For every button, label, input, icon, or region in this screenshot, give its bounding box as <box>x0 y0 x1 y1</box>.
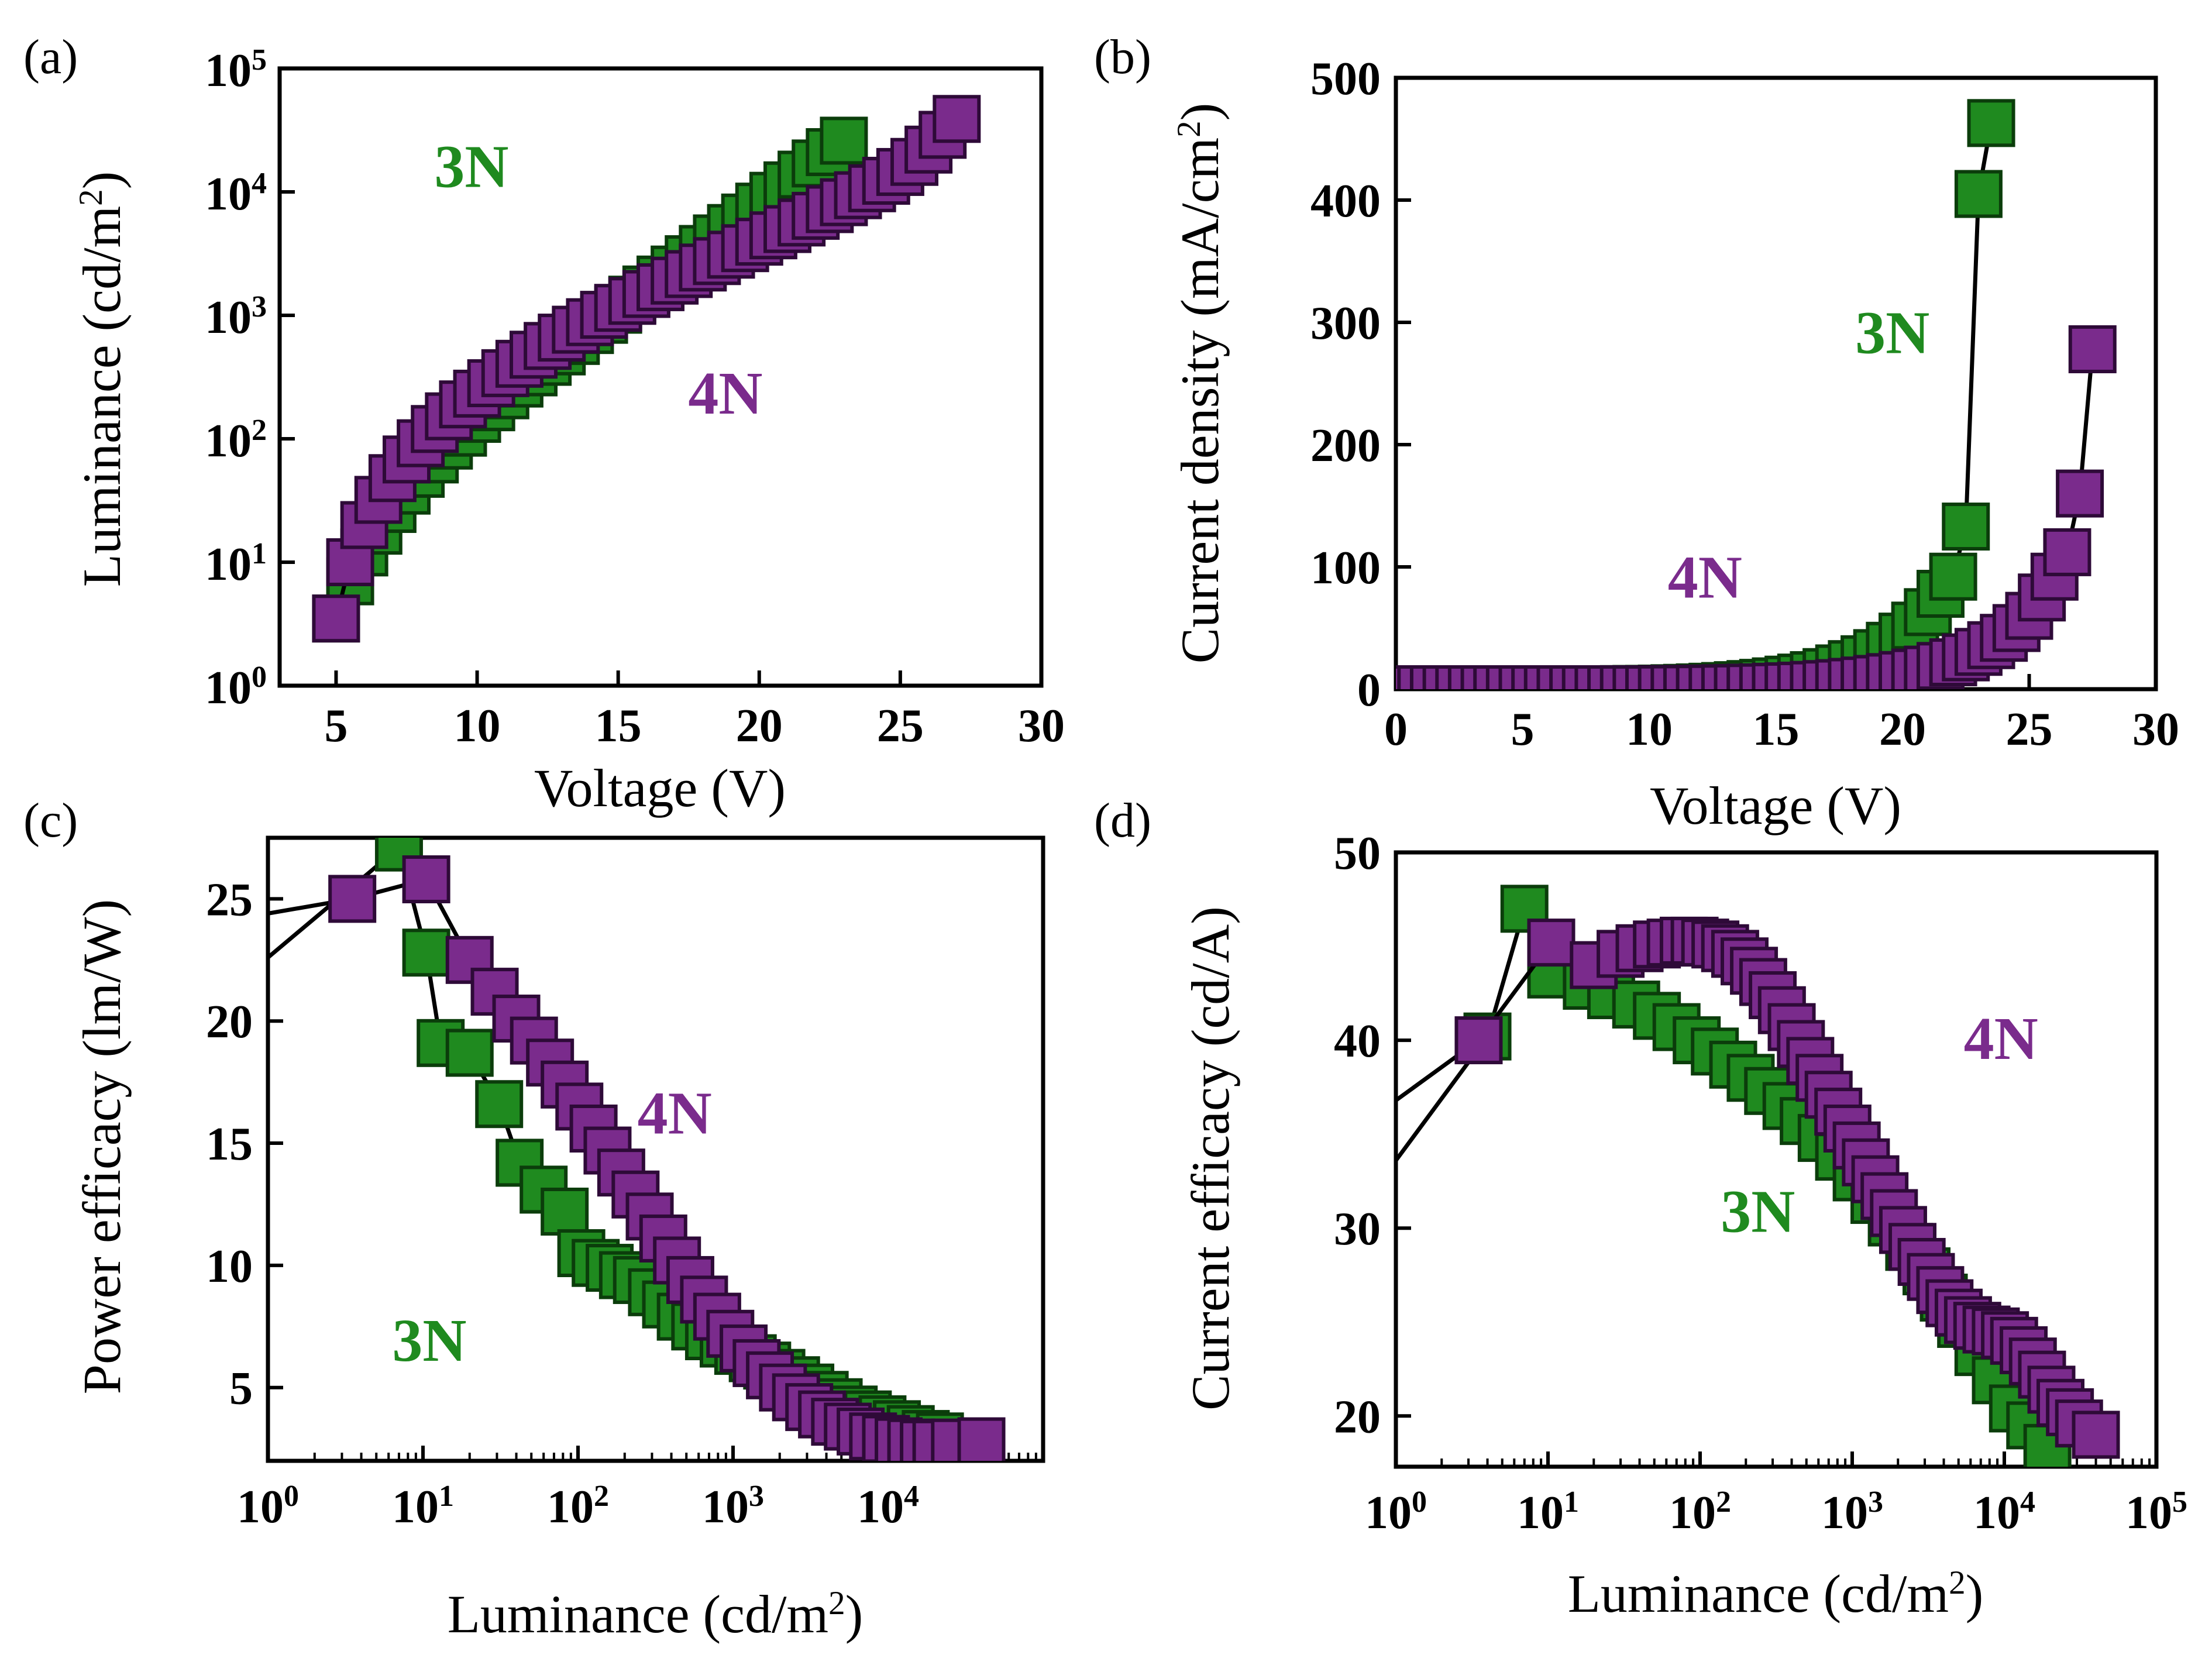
panel-letter: (c) <box>23 793 78 848</box>
y-axis-label: Power efficacy (lm/W) <box>72 899 132 1394</box>
data-area <box>268 838 1006 1461</box>
x-axis-label: Voltage (V) <box>1650 776 1901 835</box>
y-tick-label: 25 <box>206 874 253 926</box>
panel-letter: (d) <box>1094 793 1151 848</box>
panel-c: 100 101 102 103 104 5 10 15 20 25 Luminance (cd/m2… <box>23 793 1045 1644</box>
marker-4N <box>957 1417 1006 1461</box>
x-tick-label: 30 <box>1018 700 1065 752</box>
x-tick-label: 5 <box>1511 704 1535 755</box>
series-label-3N: 3N <box>1855 299 1929 366</box>
marker-3N <box>402 928 450 977</box>
y-tick-label: 15 <box>206 1119 253 1170</box>
x-tick-label: 103 <box>1821 1485 1883 1539</box>
x-tick-label: 10 <box>454 700 501 752</box>
marker-3N <box>1967 99 2015 147</box>
data-area <box>312 95 981 643</box>
x-tick-label: 15 <box>595 700 642 752</box>
x-tick-label: 102 <box>1669 1485 1731 1539</box>
marker-4N <box>2068 325 2117 373</box>
series-label-3N: 3N <box>1721 1178 1795 1246</box>
x-tick-label: 25 <box>877 700 924 752</box>
x-axis-label: Voltage (V) <box>534 758 786 818</box>
x-tick-label: 5 <box>324 700 348 752</box>
panel-d: 100 101 102 103 104 105 20 30 40 50 Luminance (cd/… <box>1094 793 2187 1623</box>
x-tick-label: 30 <box>2132 704 2179 755</box>
marker-4N <box>312 594 360 643</box>
y-tick-label: 100 <box>205 661 267 714</box>
marker-4N <box>2056 469 2104 518</box>
y-tick-label: 500 <box>1310 53 1381 105</box>
x-tick-label: 104 <box>1973 1485 2035 1539</box>
x-tick-label: 20 <box>1879 704 1926 755</box>
marker-3N <box>541 1188 589 1236</box>
series-label-3N: 3N <box>434 133 508 200</box>
y-tick-label: 10 <box>206 1241 253 1292</box>
y-tick-label: 103 <box>205 290 267 344</box>
marker-4N <box>1527 919 1575 967</box>
y-tick-label: 20 <box>1334 1391 1381 1443</box>
data-area <box>1396 885 2120 1467</box>
marker-4N <box>933 95 981 143</box>
y-tick-label: 20 <box>206 996 253 1048</box>
marker-3N <box>475 1080 524 1129</box>
marker-3N <box>1929 552 1977 601</box>
x-tick-label: 103 <box>702 1480 764 1533</box>
series-label-4N: 4N <box>688 360 762 427</box>
x-tick-label: 20 <box>736 700 783 752</box>
x-axis-label: Luminance (cd/m2) <box>1568 1564 1984 1623</box>
x-tick-label: 105 <box>2125 1485 2187 1539</box>
y-tick-label: 40 <box>1334 1016 1381 1067</box>
marker-3N <box>820 116 868 165</box>
y-tick-label: 105 <box>205 43 267 97</box>
marker-4N <box>402 855 450 903</box>
series-label-4N: 4N <box>1668 544 1742 611</box>
y-tick-label: 5 <box>229 1363 253 1415</box>
x-tick-label: 104 <box>857 1480 919 1533</box>
y-tick-label: 400 <box>1310 176 1381 227</box>
x-tick-label: 0 <box>1384 704 1408 755</box>
x-tick-label: 102 <box>547 1480 609 1533</box>
marker-4N <box>328 875 377 923</box>
y-tick-label: 30 <box>1334 1203 1381 1255</box>
x-tick-label: 25 <box>2006 704 2053 755</box>
y-tick-label: 102 <box>205 414 267 467</box>
x-tick-label: 15 <box>1753 704 1800 755</box>
plot-frame <box>277 66 1044 688</box>
y-tick-label: 101 <box>205 537 267 591</box>
series-label-4N: 4N <box>1964 1005 2038 1072</box>
y-axis-label: Current efficacy (cd/A) <box>1181 906 1240 1411</box>
x-tick-label: 100 <box>1365 1485 1427 1539</box>
marker-3N <box>1954 170 2003 218</box>
x-axis-label: Luminance (cd/m2) <box>448 1584 864 1644</box>
panel-letter: (b) <box>1094 30 1151 84</box>
series-label-3N: 3N <box>392 1307 466 1374</box>
y-axis-label: Luminance (cd/m2) <box>72 171 132 587</box>
y-tick-label: 100 <box>1310 542 1381 594</box>
x-tick-label: 100 <box>237 1480 299 1533</box>
x-tick-label: 101 <box>392 1480 454 1533</box>
y-tick-label: 300 <box>1310 298 1381 349</box>
x-tick-label: 101 <box>1517 1485 1579 1539</box>
y-tick-label: 50 <box>1334 828 1381 879</box>
marker-3N <box>445 1028 494 1077</box>
marker-3N <box>1942 503 1990 551</box>
marker-4N <box>2043 528 2091 576</box>
data-area <box>1396 99 2117 689</box>
series-label-4N: 4N <box>638 1079 712 1147</box>
plot-frame <box>266 835 1045 1463</box>
y-axis-label: Current density (mA/cm2) <box>1170 103 1230 664</box>
y-tick-label: 200 <box>1310 420 1381 472</box>
panel-a: 5 10 15 20 25 30 100 101 102 103 104 105 Voltage (V)… <box>23 30 1065 818</box>
marker-4N <box>2072 1411 2120 1459</box>
marker-4N <box>1454 1016 1503 1065</box>
x-tick-label: 10 <box>1626 704 1673 755</box>
y-tick-label: 0 <box>1357 665 1381 716</box>
y-tick-label: 104 <box>205 167 267 221</box>
panel-letter: (a) <box>23 30 78 84</box>
